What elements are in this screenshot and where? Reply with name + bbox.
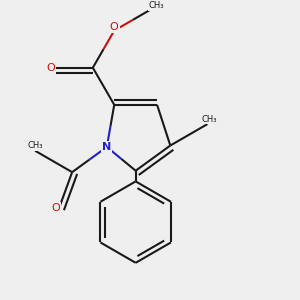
Text: CH₃: CH₃ <box>27 141 43 150</box>
Text: O: O <box>110 22 118 32</box>
Text: N: N <box>102 142 111 152</box>
Text: CH₃: CH₃ <box>148 2 164 10</box>
Text: O: O <box>46 63 56 73</box>
Text: O: O <box>51 203 60 213</box>
Text: CH₃: CH₃ <box>201 115 217 124</box>
